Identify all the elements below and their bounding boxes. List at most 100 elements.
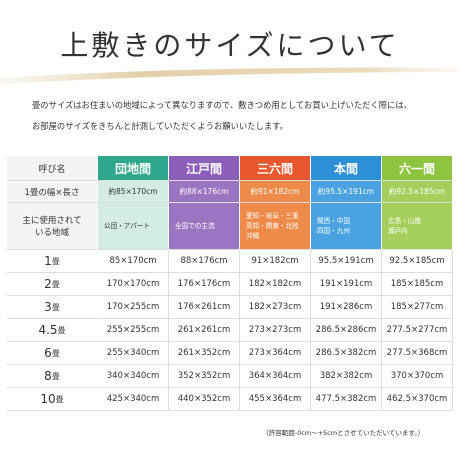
region-line: 広島・山陰 bbox=[388, 217, 421, 225]
size-value: 92.5×185cm bbox=[382, 250, 453, 273]
size-row: 2 畳 170×170cm 176×176cm 182×182cm 191×191cm 18… bbox=[7, 273, 453, 296]
region-line: 全国での主流 bbox=[175, 222, 215, 230]
size-table: 呼び名 団地間 江戸間 三六間 本間 六一間 1畳の幅×長さ 約85×170cm 約88×176… bbox=[7, 156, 453, 411]
size-value: 286.5×382cm bbox=[311, 342, 382, 365]
size-value: 182×182cm bbox=[240, 273, 311, 296]
region-line: 関西・中国 bbox=[317, 217, 350, 225]
size-value: 352×352cm bbox=[169, 365, 240, 388]
size-value: 261×352cm bbox=[169, 342, 240, 365]
size-cell: 約88×176cm bbox=[169, 181, 240, 203]
size-value: 277.5×368cm bbox=[382, 342, 453, 365]
size-value: 425×340cm bbox=[98, 388, 169, 411]
size-value: 286.5×286cm bbox=[311, 319, 382, 342]
region-line: 瀬戸内 bbox=[388, 227, 408, 235]
row-unit: 畳 bbox=[51, 256, 60, 266]
size-row: 8 畳 340×340cm 352×352cm 364×364cm 382×382cm 37… bbox=[7, 365, 453, 388]
region-label-line: 主に使用されて bbox=[22, 216, 82, 226]
size-value: 440×352cm bbox=[169, 388, 240, 411]
size-value: 170×255cm bbox=[98, 296, 169, 319]
intro-line: お部屋のサイズをきちんと計測していただくようお願いいたします。 bbox=[32, 121, 288, 131]
size-value: 273×273cm bbox=[240, 319, 311, 342]
intro-line: 畳のサイズはお住まいの地域によって異なりますので、敷きつめ用としてお買い上げいた… bbox=[32, 100, 412, 110]
column-header: 本間 bbox=[311, 156, 382, 181]
size-value: 185×185cm bbox=[382, 273, 453, 296]
column-header: 団地間 bbox=[98, 156, 169, 181]
row-label: 10 畳 bbox=[7, 388, 98, 411]
row-number: 8 bbox=[44, 369, 52, 383]
size-value: 88×176cm bbox=[169, 250, 240, 273]
size-value: 277.5×277cm bbox=[382, 319, 453, 342]
row-unit: 畳 bbox=[51, 371, 60, 381]
region-row: 主に使用されて いる地域 公団・アパート 全国での主流 愛知・岐阜・三重 高知・関東・北陸… bbox=[7, 203, 453, 250]
size-cell: 約95.5×191cm bbox=[311, 181, 382, 203]
size-row: 6 畳 255×340cm 261×352cm 273×364cm 286.5×382cm… bbox=[7, 342, 453, 365]
column-header: 六一間 bbox=[382, 156, 453, 181]
size-value: 364×364cm bbox=[240, 365, 311, 388]
row-number: 1 bbox=[44, 254, 52, 268]
size-value: 477.5×382cm bbox=[311, 388, 382, 411]
row-unit: 畳 bbox=[51, 302, 60, 312]
region-line: 沖縄 bbox=[246, 232, 260, 240]
region-cell: 公団・アパート bbox=[98, 203, 169, 250]
row-number: 10 bbox=[40, 392, 56, 406]
size-value: 382×382cm bbox=[311, 365, 382, 388]
region-label-line: いる地域 bbox=[34, 228, 69, 238]
size-cell: 約91×182cm bbox=[240, 181, 311, 203]
corner-cell: 呼び名 bbox=[7, 156, 98, 181]
size-value: 455×364cm bbox=[240, 388, 311, 411]
region-cell: 広島・山陰 瀬戸内 bbox=[382, 203, 453, 250]
region-cell: 愛知・岐阜・三重 高知・関東・北陸 沖縄 bbox=[240, 203, 311, 250]
size-row: 1 畳 85×170cm 88×176cm 91×182cm 95.5×191cm 92.5… bbox=[7, 250, 453, 273]
column-header: 江戸間 bbox=[169, 156, 240, 181]
row-number: 2 bbox=[44, 277, 52, 291]
brush-underline bbox=[0, 67, 460, 84]
size-value: 91×182cm bbox=[240, 250, 311, 273]
row-number: 6 bbox=[44, 346, 52, 360]
row-unit: 畳 bbox=[57, 325, 66, 335]
header-row: 呼び名 団地間 江戸間 三六間 本間 六一間 bbox=[7, 156, 453, 181]
title: 上敷きのサイズについて bbox=[60, 29, 400, 62]
size-value: 95.5×191cm bbox=[311, 250, 382, 273]
size-value: 340×340cm bbox=[98, 365, 169, 388]
row-number: 3 bbox=[44, 300, 52, 314]
row-label: 4.5 畳 bbox=[7, 319, 98, 342]
region-line: 四国・九州 bbox=[317, 227, 350, 235]
size-value: 176×176cm bbox=[169, 273, 240, 296]
region-cell: 関西・中国四国・九州 bbox=[311, 203, 382, 250]
region-line: 愛知・岐阜・三重 bbox=[246, 212, 299, 220]
size-value: 370×370cm bbox=[382, 365, 453, 388]
column-header: 三六間 bbox=[240, 156, 311, 181]
row-unit: 畳 bbox=[51, 348, 60, 358]
size-value: 191×191cm bbox=[311, 273, 382, 296]
size-row: 3 畳 170×255cm 176×261cm 182×273cm 191×286cm 18… bbox=[7, 296, 453, 319]
region-label: 主に使用されて いる地域 bbox=[7, 203, 98, 250]
region-line: 公団・アパート bbox=[104, 222, 151, 230]
size-value: 261×261cm bbox=[169, 319, 240, 342]
row-number: 4.5 bbox=[38, 323, 58, 337]
size-value: 273×364cm bbox=[240, 342, 311, 365]
size-cell: 約85×170cm bbox=[98, 181, 169, 203]
size-cell: 約92.5×185cm bbox=[382, 181, 453, 203]
size-value: 185×277cm bbox=[382, 296, 453, 319]
size-value: 462.5×370cm bbox=[382, 388, 453, 411]
size-row: 1畳の幅×長さ 約85×170cm 約88×176cm 約91×182cm 約95.5×… bbox=[7, 181, 453, 203]
size-value: 176×261cm bbox=[169, 296, 240, 319]
row-unit: 畳 bbox=[51, 279, 60, 289]
size-value: 191×286cm bbox=[311, 296, 382, 319]
size-row: 4.5 畳 255×255cm 261×261cm 273×273cm 286.5×286… bbox=[7, 319, 453, 342]
size-value: 85×170cm bbox=[98, 250, 169, 273]
size-value: 182×273cm bbox=[240, 296, 311, 319]
size-row: 10 畳 425×340cm 440×352cm 455×364cm 477.5×382c… bbox=[7, 388, 453, 411]
size-value: 255×255cm bbox=[98, 319, 169, 342]
footnote: （許容範囲-0cm～+5cmとさせていただいています。） bbox=[262, 429, 424, 437]
region-line: 高知・関東・北陸 bbox=[246, 222, 299, 230]
row-unit: 畳 bbox=[55, 394, 64, 404]
size-value: 170×170cm bbox=[98, 273, 169, 296]
size-value: 255×340cm bbox=[98, 342, 169, 365]
